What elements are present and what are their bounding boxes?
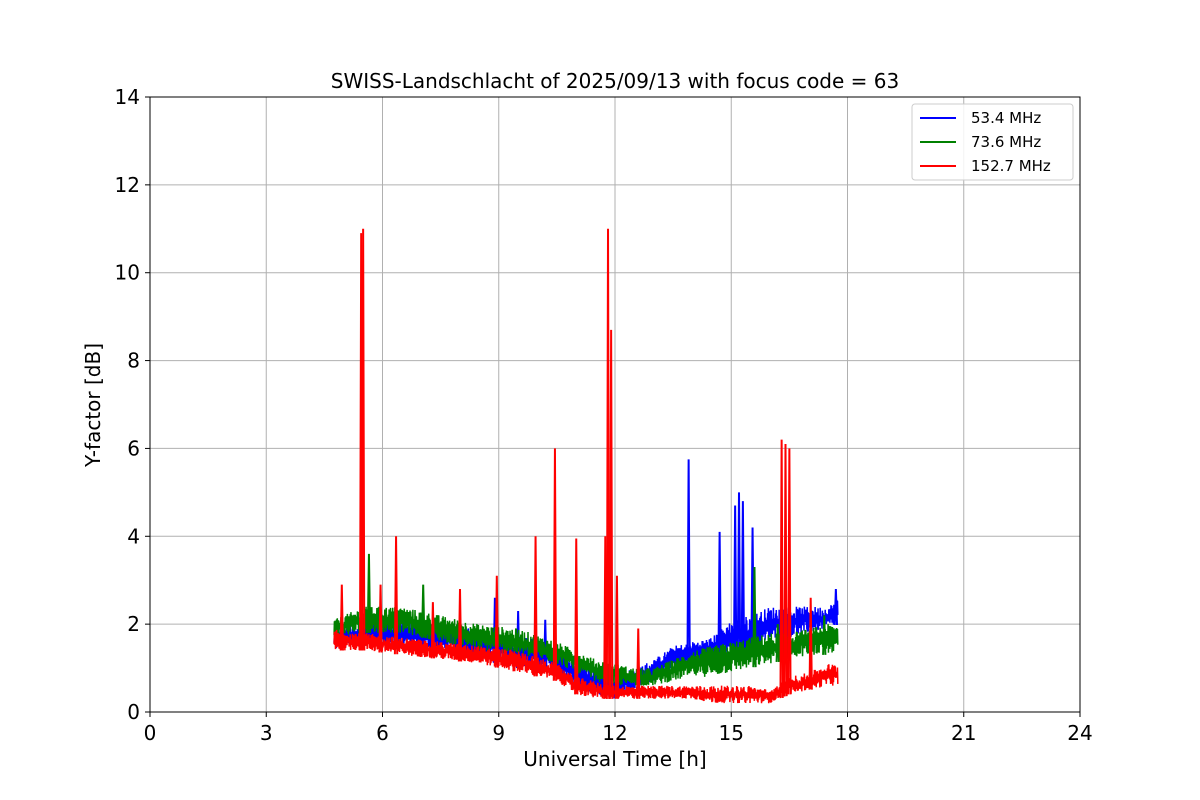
series-1-spike: [717, 531, 722, 658]
series-3-line: [333, 629, 839, 704]
series-3-spike: [393, 536, 399, 655]
y-tick-label: 14: [115, 85, 140, 109]
series-3-spike: [808, 597, 813, 690]
series-3-spike: [783, 444, 788, 697]
series-1-spike: [740, 501, 746, 653]
y-tick-label: 4: [127, 524, 140, 548]
x-tick-label: 18: [835, 721, 860, 745]
series-1-spike: [686, 459, 691, 665]
legend-label: 73.6 MHz: [971, 133, 1041, 151]
x-tick-label: 0: [144, 721, 157, 745]
series-1-spike: [732, 505, 738, 655]
x-tick-label: 24: [1067, 721, 1092, 745]
series-3-spike: [779, 439, 784, 698]
y-tick-label: 6: [127, 436, 140, 460]
series-1-spike: [833, 588, 839, 626]
legend-label: 53.4 MHz: [971, 109, 1041, 127]
y-tick-label: 12: [115, 173, 140, 197]
y-tick-label: 10: [115, 261, 140, 285]
plot-area: [333, 228, 839, 704]
series-1-spike: [736, 492, 742, 654]
series-3-spike: [614, 575, 620, 699]
series-3-spike: [787, 448, 792, 695]
series-2-spike: [752, 567, 757, 668]
series-3-spike: [360, 228, 366, 651]
legend-box: [911, 103, 1074, 181]
legend-label: 152.7 MHz: [971, 157, 1051, 175]
y-tick-label: 2: [127, 612, 140, 636]
x-axis-label: Universal Time [h]: [523, 747, 706, 771]
legend: 53.4 MHz 73.6 MHz 152.7 MHz: [911, 103, 1074, 181]
x-tick-label: 12: [602, 721, 627, 745]
series-3-spike: [430, 602, 436, 659]
series-2-spike: [366, 553, 372, 633]
x-tick-label: 3: [260, 721, 273, 745]
chart-title: SWISS-Landschlacht of 2025/09/13 with fo…: [331, 69, 899, 93]
series-3-trace: [333, 228, 839, 704]
series-3-spike: [339, 584, 344, 651]
series-2-spike: [775, 624, 780, 662]
series-3-spike: [608, 329, 614, 699]
x-tick-label: 15: [719, 721, 744, 745]
series-3-spike: [457, 588, 463, 662]
y-tick-label: 8: [127, 349, 140, 373]
series-3-spike: [494, 575, 499, 668]
series-2-spike: [822, 615, 827, 655]
series-3-spike: [533, 536, 538, 677]
series-3-spike: [605, 228, 611, 699]
series-2-trace: [333, 553, 839, 686]
y-axis-label: Y-factor [dB]: [81, 343, 105, 468]
series-2-spike: [421, 584, 426, 638]
x-tick-label: 9: [492, 721, 505, 745]
series-3-spike: [552, 448, 558, 681]
y-tick-label: 0: [127, 700, 140, 724]
series-3-spike: [574, 538, 579, 695]
series-3-spike: [378, 584, 383, 653]
x-tick-label: 21: [951, 721, 976, 745]
series-3-spike: [636, 628, 641, 699]
x-tick-label: 6: [376, 721, 389, 745]
